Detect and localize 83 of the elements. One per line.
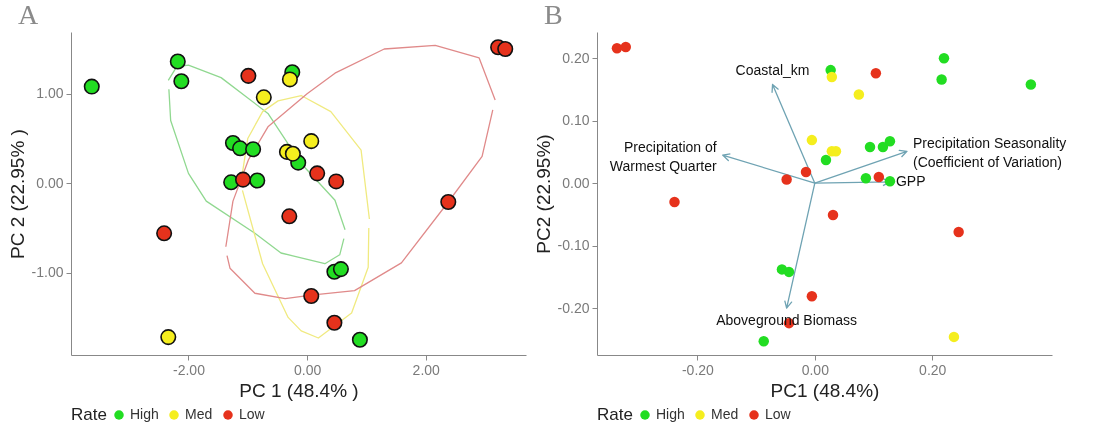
point — [864, 141, 876, 153]
point — [1025, 79, 1037, 90]
x-tick-label: -0.20 — [681, 361, 715, 378]
y-tick-label: 0.10 — [562, 112, 590, 129]
x-axis-title: PC1 (48.4%) — [770, 379, 880, 401]
point — [870, 68, 882, 79]
point — [232, 140, 249, 157]
point — [611, 43, 623, 54]
point — [873, 171, 885, 183]
legend-label: Med — [711, 406, 739, 422]
annotation: Precipitation Seasonality (Coefficient of Variation) — [912, 135, 1067, 171]
point — [281, 208, 298, 225]
point — [783, 266, 795, 278]
point — [328, 173, 345, 190]
point — [620, 41, 632, 53]
line-series — [241, 189, 370, 339]
x-tick-label: 0.00 — [293, 361, 322, 378]
point — [948, 331, 960, 343]
x-axis-title: PC 1 (48.4% ) — [239, 379, 359, 401]
point — [255, 89, 272, 106]
point — [281, 71, 298, 88]
point — [173, 73, 190, 90]
point — [83, 78, 100, 95]
point — [877, 141, 889, 153]
x-tick-label: 0.20 — [919, 361, 947, 378]
legend-label: High — [130, 406, 159, 422]
point — [800, 166, 812, 178]
point — [669, 196, 680, 208]
line-series — [225, 44, 496, 248]
x-tick-label: 2.00 — [412, 361, 441, 378]
point — [884, 176, 896, 187]
point — [806, 291, 818, 302]
point — [781, 174, 792, 185]
point — [234, 171, 252, 188]
point — [309, 165, 326, 182]
annotation: Coastal_km — [735, 62, 810, 79]
point — [303, 133, 320, 150]
legend-label: High — [656, 406, 685, 422]
legend-title: Rate — [597, 405, 633, 424]
point — [826, 71, 838, 83]
point — [249, 172, 266, 189]
legend-label: Low — [239, 406, 266, 422]
annotation: Aboveground Biomass — [716, 312, 858, 329]
point — [860, 172, 872, 184]
y-tick-label: 1.00 — [36, 85, 64, 102]
point — [240, 67, 257, 84]
chart-title: A — [18, 0, 40, 30]
y-tick-label: 0.00 — [562, 174, 590, 191]
point — [156, 225, 173, 242]
point — [936, 74, 947, 85]
point — [806, 134, 818, 146]
point — [169, 53, 186, 70]
y-tick-label: -1.00 — [31, 264, 64, 281]
point — [953, 226, 964, 238]
point — [351, 331, 368, 348]
x-tick-label: 0.00 — [801, 361, 830, 378]
y-axis-title: PC 2 (22.95% ) — [6, 129, 28, 259]
point — [820, 154, 832, 166]
point — [497, 40, 514, 58]
point — [884, 136, 896, 147]
point — [758, 336, 769, 347]
annotation: Precipitation of Warmest Quarter — [609, 139, 717, 175]
point — [284, 145, 301, 162]
point — [853, 89, 865, 100]
chart-title: B — [544, 0, 563, 30]
legend-label: Low — [765, 406, 792, 422]
point — [160, 329, 177, 346]
point — [938, 53, 950, 64]
y-axis-title: PC2 (22.95%) — [532, 134, 554, 254]
legend-title: Rate — [71, 405, 107, 424]
legend-label: Med — [185, 406, 213, 422]
point — [332, 261, 349, 278]
y-tick-label: -0.20 — [557, 299, 590, 316]
point — [440, 193, 457, 211]
point — [245, 141, 262, 158]
point — [827, 209, 839, 221]
y-tick-label: 0.20 — [562, 49, 590, 66]
x-tick-label: -2.00 — [173, 361, 206, 378]
y-tick-label: -0.10 — [557, 237, 590, 254]
point — [303, 287, 320, 304]
point — [326, 314, 343, 331]
y-tick-label: 0.00 — [36, 174, 64, 191]
annotation: GPP — [895, 172, 926, 189]
